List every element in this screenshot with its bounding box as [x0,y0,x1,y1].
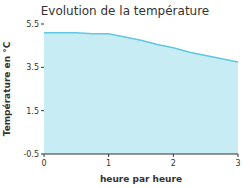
y-axis-label: Température en °C [2,41,12,136]
x-tick-label: 3 [235,159,240,168]
y-tick [41,154,44,155]
y-tick-label: 1.5 [26,107,39,116]
x-tick [173,154,174,157]
x-tick-label: 2 [171,159,176,168]
chart-title: Evolution de la température [41,4,210,18]
y-tick [41,24,44,25]
chart: 0 1 2 3 -0.5 1.5 3.5 5.5 heure par heure Températ… [0,0,250,188]
x-tick-label: 1 [106,159,111,168]
area-line [44,33,238,62]
area-fill [44,33,238,154]
y-tick [41,110,44,111]
x-tick-label: 0 [41,159,46,168]
y-tick-label: 3.5 [26,63,39,72]
y-axis: -0.5 1.5 3.5 5.5 [23,20,44,159]
y-tick-label: -0.5 [23,150,39,159]
x-tick [238,154,239,157]
plot-area [44,33,238,154]
x-axis-label: heure par heure [100,174,182,184]
x-tick [108,154,109,157]
y-tick [41,67,44,68]
chart-container: 0 1 2 3 -0.5 1.5 3.5 5.5 heure par heure Températ… [0,0,250,188]
x-axis: 0 1 2 3 [41,154,240,168]
x-axis-line [44,154,238,155]
y-tick-label: 5.5 [26,20,39,29]
